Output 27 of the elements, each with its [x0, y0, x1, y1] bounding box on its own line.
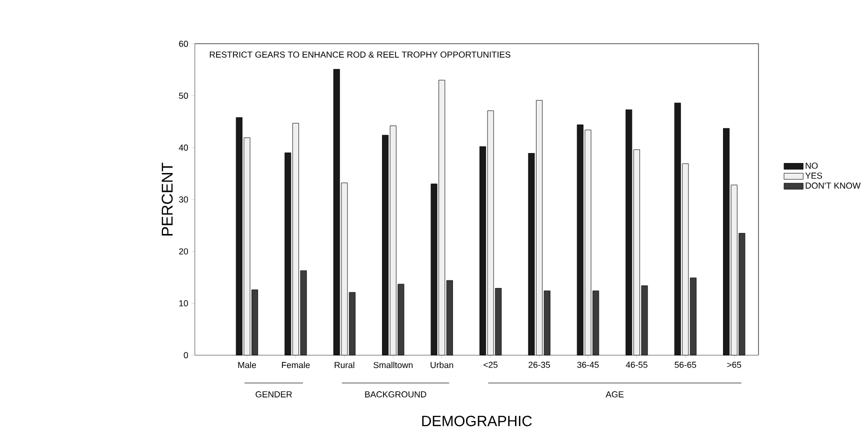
text: BACKGROUND: [365, 391, 426, 398]
legend-label: DON'T KNOW: [806, 182, 861, 189]
x-tick-label: Female: [282, 362, 310, 368]
text: GENDER: [256, 391, 292, 398]
x-tick-label: <25: [484, 362, 498, 368]
y-axis-title: PERCENT: [162, 162, 173, 236]
y-tick-label: 50: [179, 92, 188, 99]
x-tick-label: Male: [238, 362, 256, 368]
x-tick-label: 46-55: [626, 362, 648, 368]
text: RESTRICT GEARS TO ENHANCE ROD & REEL TROPHY OPPORTUNITIES: [210, 51, 510, 58]
x-axis-title: DEMOGRAPHIC: [422, 416, 532, 426]
y-tick-label: 30: [179, 196, 188, 202]
y-tick-label: 10: [179, 300, 188, 306]
x-tick-label: 26-35: [528, 362, 550, 368]
x-tick-label: >65: [727, 362, 742, 368]
legend-label: YES: [805, 172, 822, 179]
y-tick-label: 20: [179, 248, 188, 254]
x-tick-label: 36-45: [577, 362, 599, 368]
x-tick-label: Smalltown: [374, 362, 413, 368]
x-tick-label: 56-65: [674, 362, 696, 368]
y-tick-label: 40: [178, 144, 188, 151]
x-tick-label: Urban: [430, 362, 454, 368]
y-tick-label: 60: [179, 40, 188, 47]
x-tick-label: Rural: [334, 362, 354, 368]
text: AGE: [606, 391, 624, 398]
y-tick-label: 0: [184, 352, 188, 358]
legend-label: NO: [806, 162, 818, 169]
